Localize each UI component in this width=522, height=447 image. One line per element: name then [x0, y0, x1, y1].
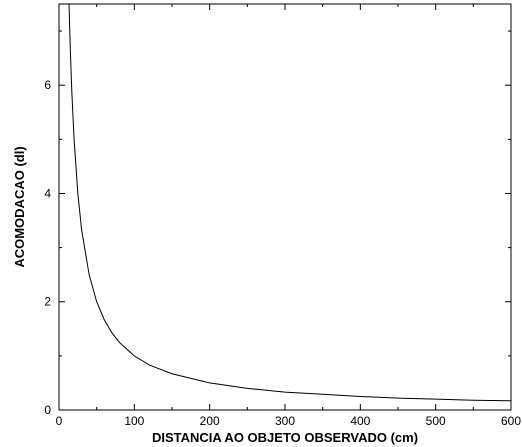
y-tick-label: 6: [44, 78, 51, 92]
x-tick-label: 0: [56, 414, 63, 428]
ticks: [58, 4, 512, 411]
x-tick-label: 100: [124, 414, 144, 428]
x-axis-label: DISTANCIA AO OBJETO OBSERVADO (cm): [152, 430, 418, 445]
x-tick-label: 200: [200, 414, 220, 428]
series-line-1: [68, 3, 512, 402]
tick-labels: 0 100 200 300 400 500 600 0 2 4 6: [44, 78, 521, 428]
x-tick-label: 500: [426, 414, 446, 428]
y-tick-label: 4: [44, 186, 51, 200]
x-tick-label: 400: [350, 414, 370, 428]
x-tick-label: 600: [501, 414, 521, 428]
x-tick-label: 300: [275, 414, 295, 428]
y-tick-label: 2: [44, 295, 51, 309]
y-axis-label: ACOMODACAO (dl): [12, 146, 27, 267]
y-tick-label: 0: [44, 403, 51, 417]
